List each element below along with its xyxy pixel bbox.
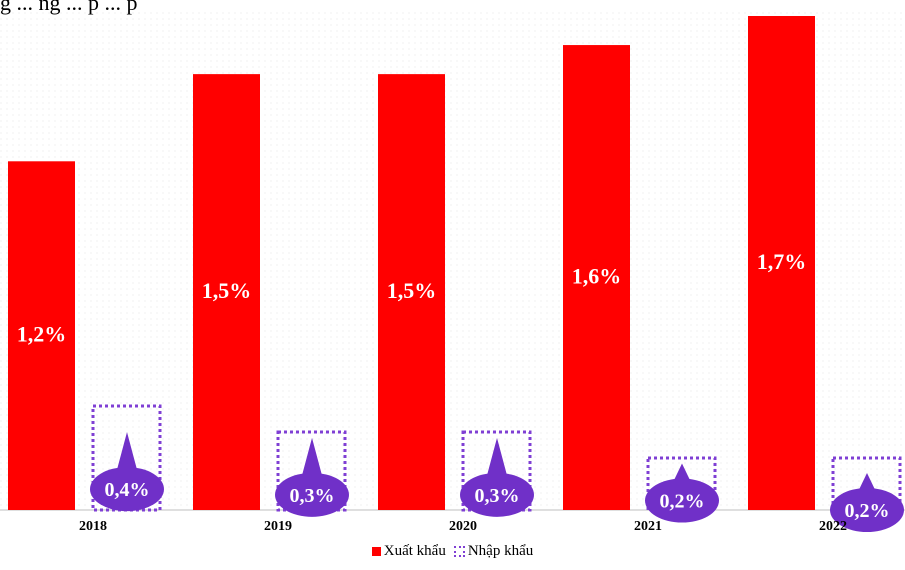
legend: Xuất khẩu Nhập khẩu — [0, 541, 905, 561]
import-callout-spike-2019 — [300, 437, 324, 483]
import-label-2020: 0,3% — [475, 485, 520, 507]
legend-item-export: Xuất khẩu — [371, 542, 446, 560]
export-bar-2019 — [193, 74, 260, 510]
x-tick-2022: 2022 — [819, 519, 847, 534]
export-label-2020: 1,5% — [387, 278, 437, 303]
x-tick-2020: 2020 — [449, 519, 477, 534]
import-callout-2020 — [460, 472, 534, 517]
export-label-2019: 1,5% — [202, 278, 252, 303]
x-tick-2018: 2018 — [79, 519, 107, 534]
export-label-2021: 1,6% — [572, 264, 622, 289]
import-callout-2022 — [830, 488, 904, 532]
export-bar-2022 — [748, 16, 815, 510]
import-label-2022: 0,2% — [845, 500, 890, 522]
x-tick-2019: 2019 — [264, 519, 292, 534]
chart-title-fragment: g ... ng ... p ... p — [0, 0, 138, 15]
legend-label-export: Xuất khẩu — [383, 542, 446, 559]
import-callout-spike-2020 — [485, 437, 509, 483]
import-label-2018: 0,4% — [105, 479, 150, 501]
import-callout-2019 — [275, 472, 349, 517]
export-bar-2020 — [378, 74, 445, 510]
export-bar-2021 — [563, 45, 630, 510]
export-label-2022: 1,7% — [757, 249, 807, 274]
import-callout-2021 — [645, 478, 719, 523]
import-label-2019: 0,3% — [290, 485, 335, 507]
import-callout-2018 — [90, 467, 164, 512]
import-label-2021: 0,2% — [660, 491, 705, 513]
legend-label-import: Nhập khẩu — [467, 542, 534, 559]
import-callout-spike-2018 — [115, 432, 139, 478]
legend-swatch-import — [453, 545, 465, 557]
export-label-2018: 1,2% — [17, 322, 67, 347]
legend-swatch-export — [371, 546, 381, 556]
legend-item-import: Nhập khẩu — [453, 542, 534, 560]
export-bar-2018 — [8, 161, 75, 510]
x-tick-2021: 2021 — [634, 519, 662, 534]
